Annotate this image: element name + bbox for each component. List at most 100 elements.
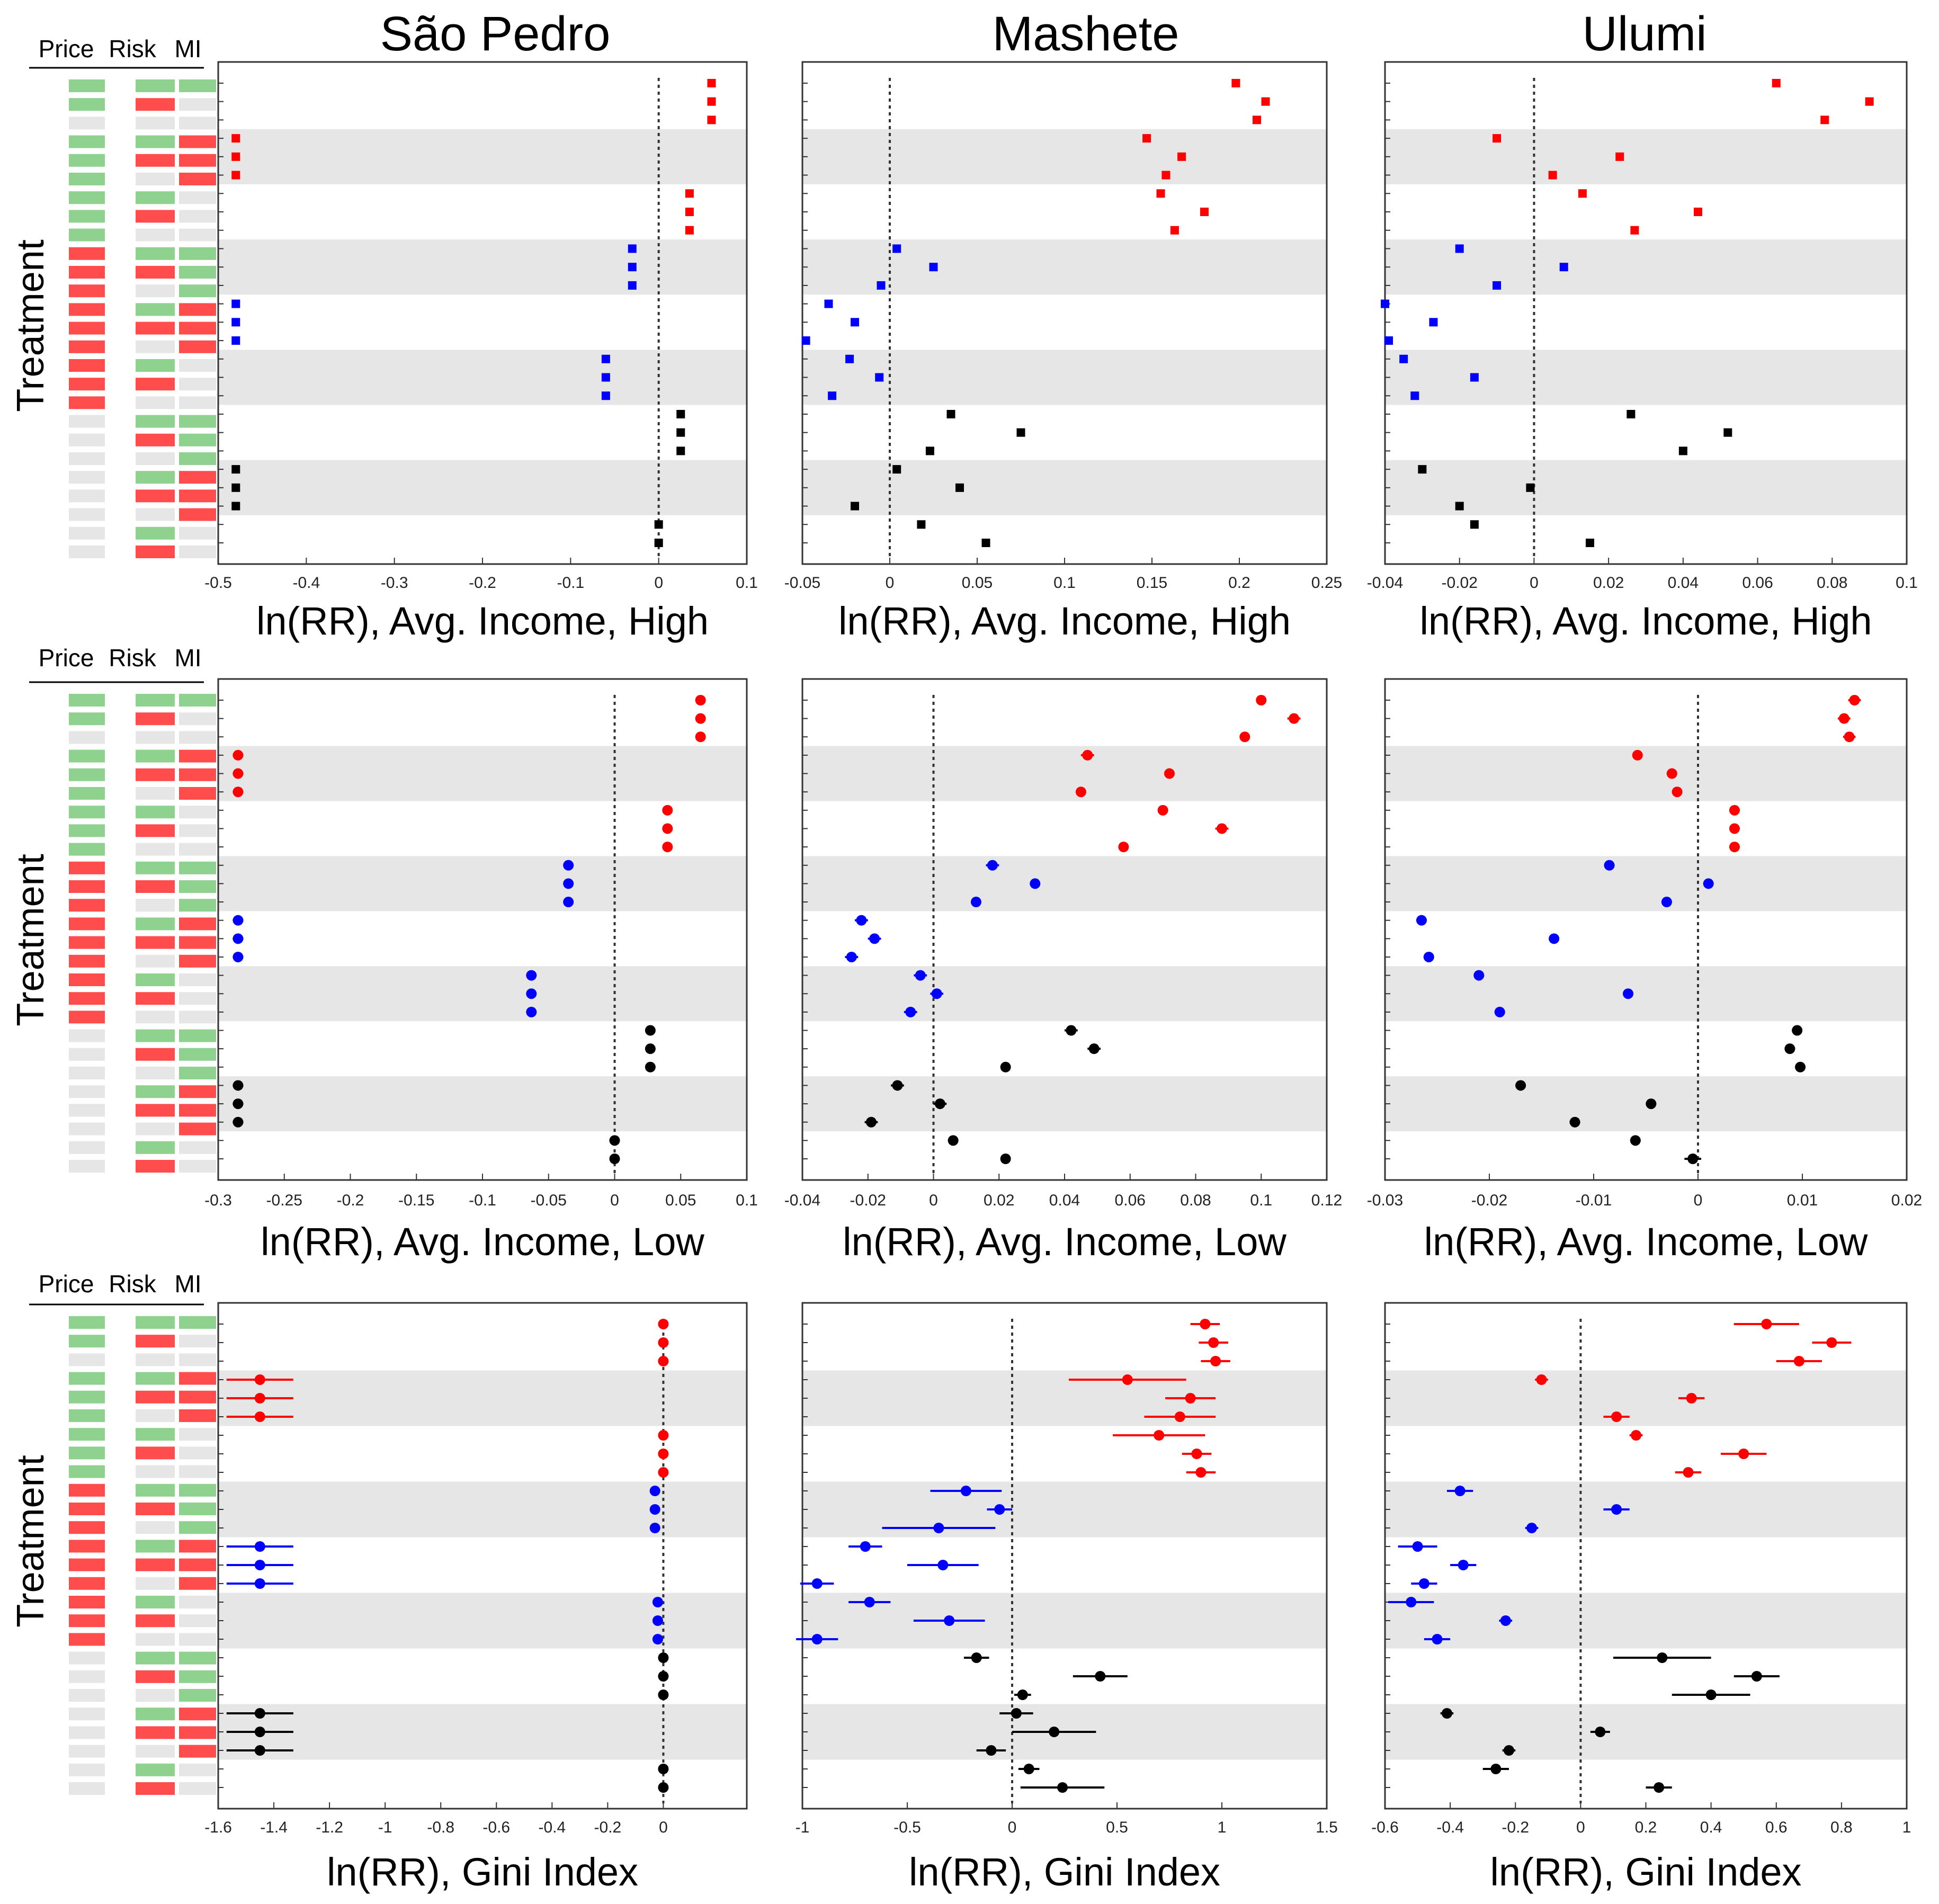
data-point bbox=[601, 391, 610, 400]
data-point bbox=[1470, 520, 1479, 529]
data-point bbox=[1406, 1597, 1417, 1607]
treatment-cell bbox=[179, 992, 216, 1005]
x-tick-label: 0.06 bbox=[1742, 574, 1773, 592]
data-point bbox=[601, 354, 610, 363]
x-tick-label: 0.2 bbox=[1635, 1819, 1657, 1836]
treatment-cell bbox=[179, 415, 216, 428]
data-point bbox=[662, 842, 673, 853]
data-point bbox=[254, 1745, 265, 1756]
x-tick-label: -0.04 bbox=[1367, 574, 1403, 592]
treatment-cell bbox=[179, 359, 216, 372]
treatment-cell bbox=[136, 1708, 175, 1721]
data-point bbox=[233, 915, 244, 926]
treatment-cell bbox=[69, 973, 105, 986]
data-point bbox=[801, 336, 810, 345]
data-point bbox=[1432, 1634, 1443, 1644]
data-point bbox=[931, 988, 942, 999]
treatment-cell bbox=[136, 526, 175, 540]
data-point bbox=[1849, 695, 1860, 705]
legend-header-risk: Risk bbox=[109, 1270, 156, 1298]
data-point bbox=[1623, 988, 1634, 999]
treatment-cell bbox=[69, 1577, 105, 1590]
data-point bbox=[1195, 1467, 1207, 1478]
panel-mashete-income-low: -0.04 -0.02 0 0.02 0.04 0.06 0.08 0.1 0.12 ln(RR)… bbox=[784, 678, 1342, 1264]
x-tick-label: -0.2 bbox=[594, 1819, 622, 1836]
treatment-cell bbox=[136, 694, 175, 707]
treatment-axis-label: Treatment bbox=[10, 239, 52, 412]
x-tick-label: 1 bbox=[1902, 1819, 1911, 1836]
treatment-cell bbox=[179, 79, 216, 92]
treatment-cell bbox=[136, 1726, 175, 1739]
x-tick-label: 0.04 bbox=[1668, 574, 1699, 592]
data-point bbox=[628, 281, 637, 290]
treatment-cell bbox=[69, 694, 105, 707]
treatment-cell bbox=[69, 1670, 105, 1683]
treatment-cell bbox=[136, 303, 175, 316]
data-point bbox=[231, 336, 240, 345]
treatment-cell bbox=[69, 546, 105, 558]
treatment-cell bbox=[179, 749, 216, 763]
data-point bbox=[652, 1634, 663, 1644]
data-point bbox=[1683, 1467, 1694, 1478]
treatment-cell bbox=[69, 787, 105, 800]
data-point bbox=[1231, 79, 1240, 87]
x-tick-label: 0.02 bbox=[984, 1192, 1014, 1209]
treatment-cell bbox=[69, 1160, 105, 1173]
plot-frame bbox=[1384, 678, 1908, 1181]
x-tick-label: 0 bbox=[1694, 1192, 1703, 1209]
treatment-cell bbox=[69, 806, 105, 819]
treatment-cell bbox=[69, 1633, 105, 1646]
data-point bbox=[1410, 391, 1419, 400]
treatment-cell bbox=[136, 508, 175, 521]
panel-ulumi-income-low: -0.03 -0.02 -0.01 0 0.01 0.02 ln(RR), Avg. Inc… bbox=[1367, 678, 1922, 1264]
data-point bbox=[1157, 804, 1168, 816]
data-point bbox=[649, 1504, 660, 1515]
treatment-cell bbox=[179, 861, 216, 874]
x-tick-label: -0.6 bbox=[482, 1819, 510, 1836]
x-tick-label: -0.3 bbox=[381, 574, 408, 592]
data-point bbox=[1772, 79, 1781, 87]
treatment-cell bbox=[136, 973, 175, 986]
data-point bbox=[662, 804, 673, 816]
data-point bbox=[1615, 152, 1624, 161]
treatment-cell bbox=[179, 1029, 216, 1042]
treatment-cell bbox=[179, 284, 216, 298]
group-band bbox=[1385, 1704, 1907, 1760]
data-point bbox=[1210, 1356, 1221, 1366]
treatment-cell bbox=[69, 1446, 105, 1460]
treatment-cell bbox=[69, 117, 105, 130]
data-point bbox=[1454, 1486, 1466, 1496]
group-band bbox=[1385, 856, 1907, 911]
data-point bbox=[658, 1652, 669, 1663]
x-tick-label: -0.25 bbox=[266, 1192, 302, 1209]
data-point bbox=[1611, 1411, 1622, 1422]
treatment-cell bbox=[179, 321, 216, 335]
x-tick-label: -0.2 bbox=[1502, 1819, 1529, 1836]
x-tick-label: 1 bbox=[1218, 1819, 1227, 1836]
data-point bbox=[1604, 860, 1615, 871]
treatment-cell bbox=[179, 824, 216, 837]
data-point bbox=[1792, 1025, 1803, 1036]
x-tick-label: -0.5 bbox=[893, 1819, 921, 1836]
data-point bbox=[875, 373, 884, 382]
data-point bbox=[934, 1098, 945, 1110]
treatment-cell bbox=[69, 712, 105, 726]
treatment-cell bbox=[69, 899, 105, 912]
treatment-cell bbox=[69, 1763, 105, 1776]
treatment-cell bbox=[69, 843, 105, 856]
x-tick-label: 0.12 bbox=[1311, 1192, 1342, 1209]
x-tick-label: -0.05 bbox=[531, 1192, 567, 1209]
data-point bbox=[1632, 749, 1643, 761]
data-point bbox=[526, 970, 537, 981]
data-point bbox=[1630, 1135, 1641, 1146]
data-point bbox=[1170, 226, 1179, 235]
treatment-cell bbox=[179, 210, 216, 223]
treatment-cell bbox=[179, 768, 216, 781]
data-point bbox=[233, 1116, 244, 1128]
treatment-cell bbox=[136, 266, 175, 279]
data-point bbox=[1016, 428, 1025, 437]
treatment-cell bbox=[136, 1316, 175, 1329]
data-point bbox=[1185, 1393, 1196, 1404]
treatment-cell bbox=[69, 954, 105, 968]
data-point bbox=[645, 1061, 656, 1072]
